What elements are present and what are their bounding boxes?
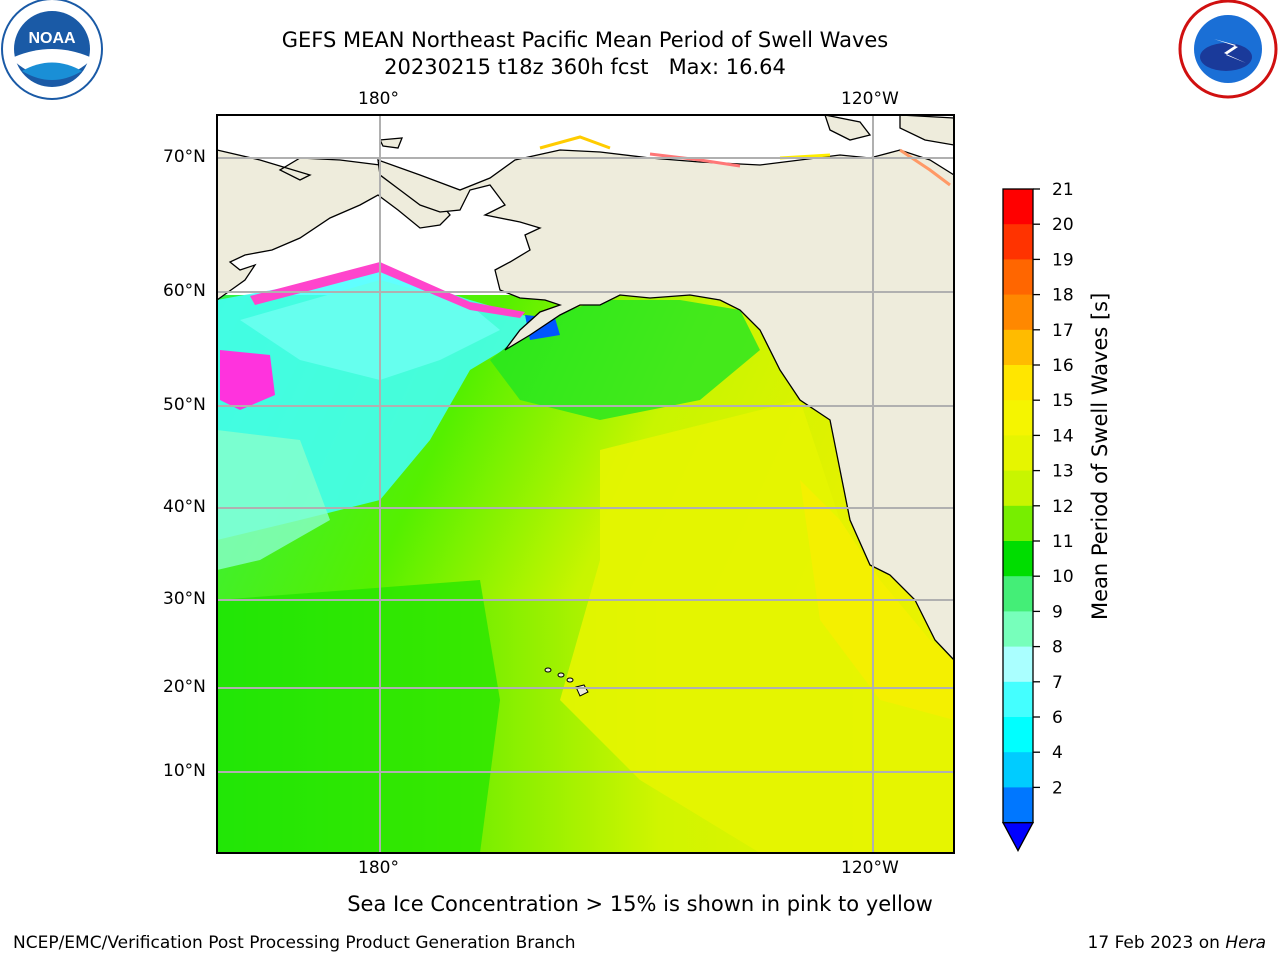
noaa-logo: NOAA bbox=[1, 0, 103, 100]
map-title: GEFS MEAN Northeast Pacific Mean Period … bbox=[281, 28, 889, 52]
footer-credit: NCEP/EMC/Verification Post Processing Pr… bbox=[13, 933, 576, 953]
colorbar-tick-label: 8 bbox=[1052, 638, 1063, 658]
colorbar-segment bbox=[1003, 611, 1033, 648]
colorbar-tick-label: 6 bbox=[1052, 708, 1063, 728]
colorbar-tick-label: 21 bbox=[1052, 180, 1074, 200]
colorbar-segment bbox=[1003, 400, 1033, 436]
colorbar-tick-label: 16 bbox=[1052, 356, 1074, 376]
map-frame bbox=[216, 114, 955, 854]
colorbar-segment bbox=[1003, 576, 1033, 612]
colorbar-tick-label: 19 bbox=[1052, 250, 1074, 270]
nws-logo bbox=[1178, 0, 1278, 99]
colorbar-segment bbox=[1003, 189, 1033, 225]
footer-host: Hera bbox=[1225, 933, 1266, 953]
map-subtitle: 20230215 t18z 360h fcst Max: 16.64 bbox=[384, 55, 786, 79]
colorbar-segment bbox=[1003, 752, 1033, 788]
colorbar-tick-label: 4 bbox=[1052, 743, 1063, 763]
colorbar: 21 20 19 18 17 16 15 14 13 12 11 10 9 8 7 6 4 2 bbox=[1001, 180, 1074, 852]
colorbar-extend-arrow bbox=[1001, 821, 1035, 852]
graticule bbox=[217, 115, 954, 853]
colorbar-segment bbox=[1003, 224, 1033, 260]
footer-date-text: 17 Feb 2023 on bbox=[1087, 933, 1226, 953]
lon-label-bottom-120w: 120°W bbox=[841, 858, 899, 878]
lat-label-70n: 70°N bbox=[163, 147, 206, 167]
colorbar-segment bbox=[1003, 541, 1033, 577]
colorbar-tick-label: 12 bbox=[1052, 497, 1074, 517]
colorbar-segment bbox=[1003, 717, 1033, 753]
colorbar-tick-label: 17 bbox=[1052, 321, 1074, 341]
colorbar-tick-label: 13 bbox=[1052, 462, 1074, 482]
colorbar-segment bbox=[1003, 294, 1033, 331]
colorbar-segment bbox=[1003, 435, 1033, 472]
colorbar-tick-label: 11 bbox=[1052, 532, 1074, 552]
colorbar-tick-label: 15 bbox=[1052, 391, 1074, 411]
colorbar-tick-label: 10 bbox=[1052, 567, 1074, 587]
colorbar-tick-label: 2 bbox=[1052, 778, 1063, 798]
lat-label-50n: 50°N bbox=[163, 395, 206, 415]
sea-ice-note: Sea Ice Concentration > 15% is shown in … bbox=[347, 892, 933, 916]
colorbar-segment bbox=[1003, 259, 1033, 296]
colorbar-segment bbox=[1003, 329, 1033, 366]
footer-date: 17 Feb 2023 on Hera bbox=[1088, 932, 1266, 954]
lon-label-top-180: 180° bbox=[358, 89, 399, 109]
map-panel bbox=[217, 115, 954, 853]
lat-label-40n: 40°N bbox=[163, 497, 206, 517]
lon-label-bottom-180: 180° bbox=[358, 858, 399, 878]
colorbar-tick-label: 18 bbox=[1052, 286, 1074, 306]
colorbar-segment bbox=[1003, 646, 1033, 683]
colorbar-tick-label: 9 bbox=[1052, 602, 1063, 622]
lat-label-60n: 60°N bbox=[163, 281, 206, 301]
lat-label-30n: 30°N bbox=[163, 589, 206, 609]
colorbar-tick-label: 14 bbox=[1052, 426, 1074, 446]
lat-label-10n: 10°N bbox=[163, 761, 206, 781]
lon-label-top-120w: 120°W bbox=[841, 89, 899, 109]
land bbox=[217, 115, 954, 661]
colorbar-tick-label: 20 bbox=[1052, 215, 1074, 235]
colorbar-tick-label: 7 bbox=[1052, 673, 1063, 693]
colorbar-segment bbox=[1003, 681, 1033, 718]
svg-text:NOAA: NOAA bbox=[28, 30, 76, 47]
colorbar-label: Mean Period of Swell Waves [s] bbox=[1088, 292, 1112, 620]
colorbar-segment bbox=[1003, 505, 1033, 542]
colorbar-segment bbox=[1003, 787, 1033, 824]
colorbar-segment bbox=[1003, 470, 1033, 507]
colorbar-segment bbox=[1003, 365, 1033, 401]
lat-label-20n: 20°N bbox=[163, 677, 206, 697]
